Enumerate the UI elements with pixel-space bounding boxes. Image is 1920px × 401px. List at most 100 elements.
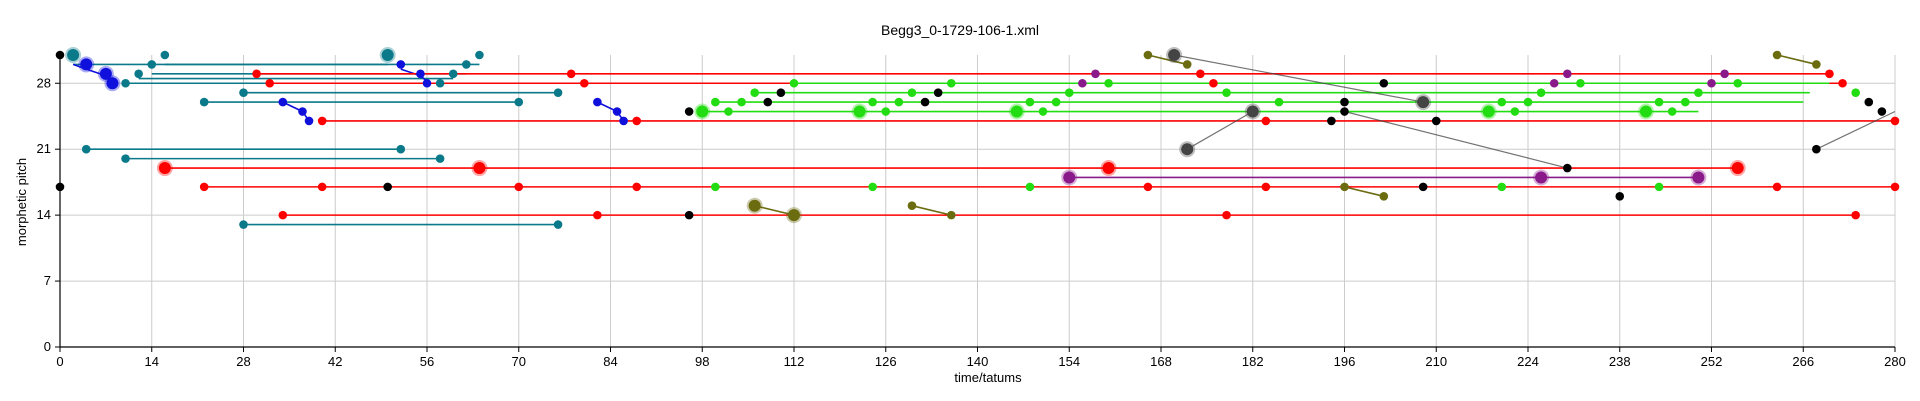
note-point [1182,60,1192,69]
note-point [1482,105,1495,118]
note-point [724,107,733,116]
note-point [1246,105,1259,118]
note-point [933,88,943,97]
note-point [1707,78,1716,88]
note-point [1523,97,1533,107]
note-point [684,107,694,116]
note-point [199,97,209,107]
note-point [1654,97,1664,107]
note-segment [1816,110,1896,150]
note-point [1143,182,1153,192]
note-segment [754,204,795,216]
note-point [696,105,709,118]
note-point [1563,69,1572,79]
note-point [619,116,628,126]
note-point [80,58,93,71]
note-point [907,88,917,97]
note-point [1877,107,1887,116]
note-point [1102,162,1115,175]
x-tick-label: 252 [1701,354,1723,369]
note-point [632,182,642,192]
note-point [1181,143,1194,156]
note-segment [1173,54,1424,103]
note-point [1078,78,1087,88]
note-point [593,97,602,107]
x-tick-label: 0 [56,354,63,369]
note-point [1261,116,1271,126]
x-tick-label: 70 [512,354,526,369]
note-point [1340,182,1349,192]
note-point [1890,116,1900,126]
note-point [317,182,327,192]
x-tick-label: 168 [1150,354,1172,369]
note-point [1063,171,1076,184]
x-tick-label: 126 [875,354,897,369]
note-point [1535,171,1548,184]
note-point [435,154,445,163]
note-point [1025,182,1035,192]
note-point [579,78,589,88]
x-tick-label: 154 [1058,354,1080,369]
note-segment [1776,54,1817,66]
note-point [1143,50,1153,60]
y-tick-label: 7 [44,273,51,288]
note-point [737,97,746,107]
note-point [265,78,275,88]
note-point [99,67,112,80]
note-point [1327,116,1336,126]
x-tick-label: 224 [1517,354,1539,369]
x-tick-label: 98 [695,354,709,369]
note-point [239,88,248,97]
note-point [1222,88,1231,97]
note-point [612,107,622,116]
note-point [1340,107,1349,116]
note-point [304,116,314,126]
note-point [239,220,248,229]
note-point [1733,78,1743,88]
note-point [1851,210,1860,220]
note-point [907,201,917,211]
note-point [381,49,394,61]
note-point [106,77,119,90]
note-point [1010,105,1023,118]
note-point [473,162,486,175]
y-tick-label: 21 [37,141,51,156]
note-point [1825,69,1834,79]
note-point [81,144,91,154]
note-segment [911,204,952,216]
note-point [462,60,471,69]
note-point [1563,163,1572,173]
note-point [121,78,130,88]
note-point [711,97,720,107]
note-point [632,116,642,126]
note-point [1890,182,1900,192]
x-tick-label: 266 [1792,354,1814,369]
note-point [422,78,432,88]
note-point [1680,97,1690,107]
note-point [1379,78,1389,88]
note-point [1510,107,1520,116]
note-point [1772,50,1782,60]
note-point [1417,96,1430,109]
note-point [278,210,288,220]
note-point [1549,78,1559,88]
note-point [1051,97,1061,107]
x-tick-label: 140 [967,354,989,369]
note-point [448,69,458,79]
y-tick-label: 0 [44,339,51,354]
y-tick-label: 14 [37,207,51,222]
note-point [396,60,406,69]
note-point [1431,116,1441,126]
note-point [435,78,445,88]
note-point [1209,78,1218,88]
note-point [1667,107,1677,116]
note-point [1038,107,1048,116]
note-point [158,162,171,175]
note-point [1274,97,1284,107]
note-point [396,144,406,154]
x-tick-label: 56 [420,354,434,369]
note-point [748,199,761,212]
note-point [1812,144,1821,154]
x-tick-label: 84 [603,354,617,369]
note-point [475,50,484,60]
